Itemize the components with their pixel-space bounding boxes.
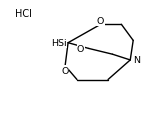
Text: HCl: HCl xyxy=(15,9,32,19)
Text: O: O xyxy=(97,17,104,26)
Text: HSi: HSi xyxy=(51,39,67,48)
Text: N: N xyxy=(133,56,140,65)
Text: O: O xyxy=(77,45,84,53)
Text: O: O xyxy=(61,66,69,75)
